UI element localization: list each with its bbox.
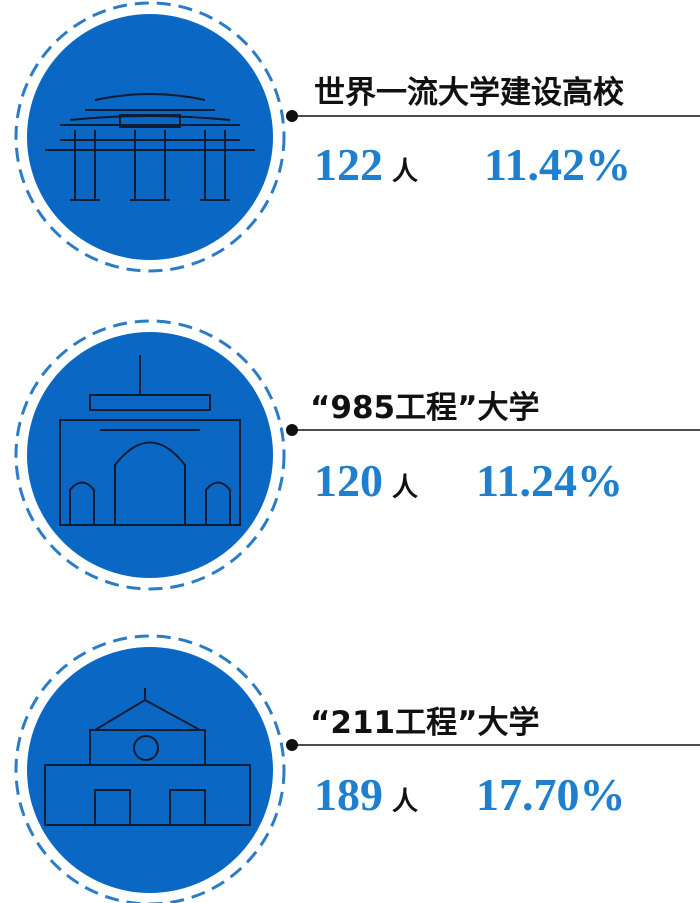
unit: 人 [392, 157, 418, 187]
count: 120 [314, 455, 383, 506]
count: 122 [314, 139, 383, 190]
percent: 11.24% [476, 455, 623, 506]
count: 189 [314, 769, 383, 820]
item: 世界一流大学建设高校 122 人 11.42% [16, 3, 700, 271]
item-title: 世界一流大学建设高校 [314, 75, 624, 111]
infographic: 世界一流大学建设高校 122 人 11.42% “985工程”大学 120 人 … [0, 0, 700, 903]
disc [27, 332, 273, 578]
item-title: “985工程”大学 [310, 390, 539, 426]
unit: 人 [392, 473, 418, 503]
percent: 17.70% [476, 769, 626, 820]
disc [27, 647, 273, 893]
item-title: “211工程”大学 [310, 705, 539, 741]
percent: 11.42% [484, 139, 631, 190]
unit: 人 [392, 787, 418, 817]
disc [27, 14, 273, 260]
item: “985工程”大学 120 人 11.24% [16, 321, 700, 589]
item: “211工程”大学 189 人 17.70% [16, 636, 700, 903]
